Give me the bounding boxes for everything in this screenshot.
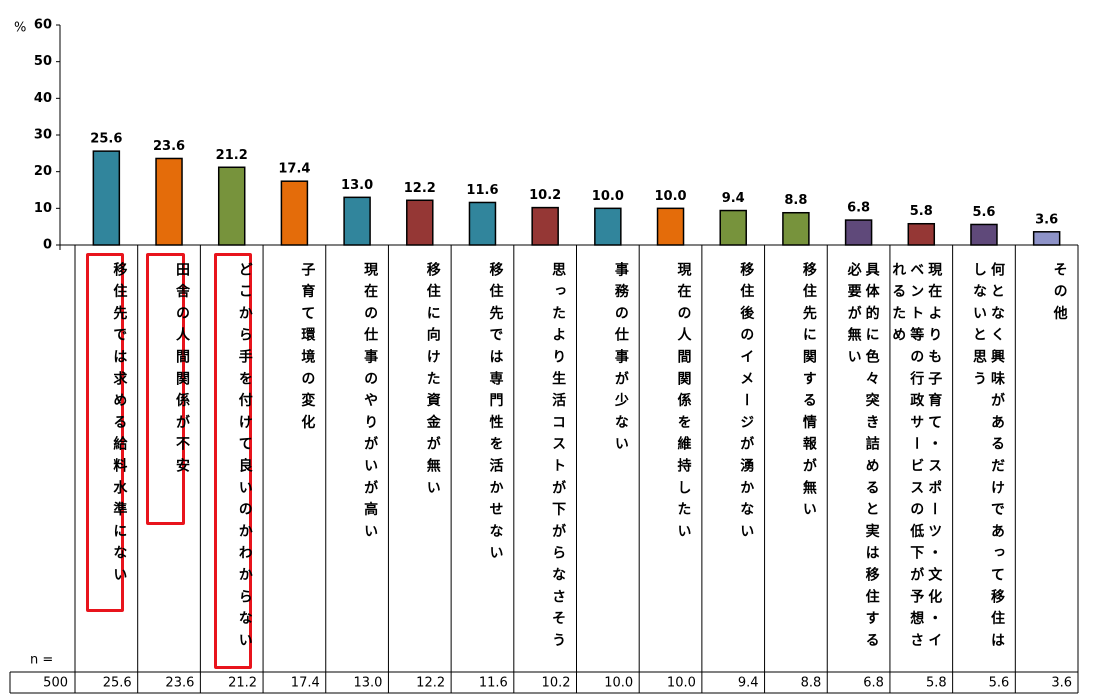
value-label: 12.2: [404, 181, 436, 196]
y-tick-label: 0: [43, 238, 52, 253]
table-value: 10.0: [667, 676, 696, 691]
value-label: 6.8: [847, 201, 870, 216]
y-tick-label: 30: [34, 128, 52, 143]
table-value: 13.0: [353, 676, 382, 691]
n-label: n =: [30, 653, 53, 668]
y-tick-label: 50: [34, 54, 52, 69]
y-axis-label: %: [14, 21, 26, 36]
bar: [217, 166, 246, 246]
table-value: 25.6: [103, 676, 132, 691]
table-value: 10.0: [604, 676, 633, 691]
category-label: 思ったより生活コストが下がらなさそう: [550, 262, 567, 655]
category-label: 現在の人間関係を維持したい: [675, 262, 692, 546]
table-value: 10.2: [542, 676, 571, 691]
category-label: 具体的に色々突き詰めると実は移住する必要が無い: [845, 262, 880, 655]
bar: [531, 206, 559, 246]
category-label: 現在よりも子育て・スポーツ・文化・イベント等の行政サービスの低下が予想されるため: [890, 262, 943, 655]
bar: [92, 150, 121, 246]
value-label: 5.6: [972, 205, 995, 220]
category-label: その他: [1051, 262, 1068, 328]
table-value: 5.8: [926, 676, 947, 691]
value-label: 17.4: [278, 162, 310, 177]
category-label: 移住後のイメージが湧かない: [738, 262, 755, 546]
table-value: 5.6: [989, 676, 1010, 691]
bar: [343, 196, 371, 246]
highlight-box: [86, 253, 124, 612]
bar: [656, 207, 685, 246]
table-value: 23.6: [165, 676, 194, 691]
bar: [1032, 231, 1061, 246]
y-tick-label: 60: [34, 18, 52, 33]
value-label: 21.2: [216, 148, 248, 163]
y-tick-label: 10: [34, 201, 52, 216]
category-label: 移住に向けた資金が無い: [424, 262, 441, 502]
category-label: どこから手を付けて良いのかわからない: [236, 262, 253, 655]
bar: [844, 219, 873, 246]
y-tick-label: 40: [34, 91, 52, 106]
bar: [155, 157, 183, 246]
value-label: 8.8: [784, 193, 807, 208]
n-value: 500: [43, 676, 68, 691]
category-label: 田舎の人間関係が不安: [174, 262, 191, 480]
value-label: 5.8: [910, 204, 933, 219]
value-label: 10.0: [654, 189, 686, 204]
value-label: 11.6: [466, 183, 498, 198]
category-label: 移住先では求める給料水準にない: [111, 262, 128, 589]
table-value: 9.4: [738, 676, 759, 691]
value-label: 10.0: [592, 189, 624, 204]
category-label: 事務の仕事が少ない: [612, 262, 629, 459]
category-label: 何となく興味があるだけであって移住はしないと思う: [970, 262, 1005, 655]
bar: [719, 209, 747, 246]
category-label: 移住先では専門性を活かせない: [487, 262, 504, 568]
bar: [907, 222, 936, 246]
bar: [280, 180, 309, 246]
value-label: 23.6: [153, 139, 185, 154]
category-label: 現在の仕事のやりがいが高い: [362, 262, 379, 546]
bar: [406, 199, 434, 246]
value-label: 13.0: [341, 178, 373, 193]
value-label: 25.6: [90, 132, 122, 147]
value-label: 3.6: [1035, 212, 1058, 227]
value-label: 9.4: [722, 191, 745, 206]
table-value: 21.2: [228, 676, 257, 691]
value-label: 10.2: [529, 188, 561, 203]
table-value: 8.8: [801, 676, 822, 691]
table-value: 17.4: [291, 676, 320, 691]
table-value: 3.6: [1051, 676, 1072, 691]
bar: [970, 223, 998, 246]
bar: [594, 207, 622, 246]
category-label: 移住先に関する情報が無い: [800, 262, 817, 524]
y-tick-label: 20: [34, 164, 52, 179]
table-value: 11.6: [479, 676, 508, 691]
highlight-box: [214, 253, 252, 669]
bar: [468, 201, 497, 246]
table-value: 6.8: [863, 676, 884, 691]
highlight-box: [146, 253, 185, 525]
bar: [782, 211, 810, 246]
category-label: 子育て環境の変化: [299, 262, 316, 437]
table-value: 12.2: [416, 676, 445, 691]
